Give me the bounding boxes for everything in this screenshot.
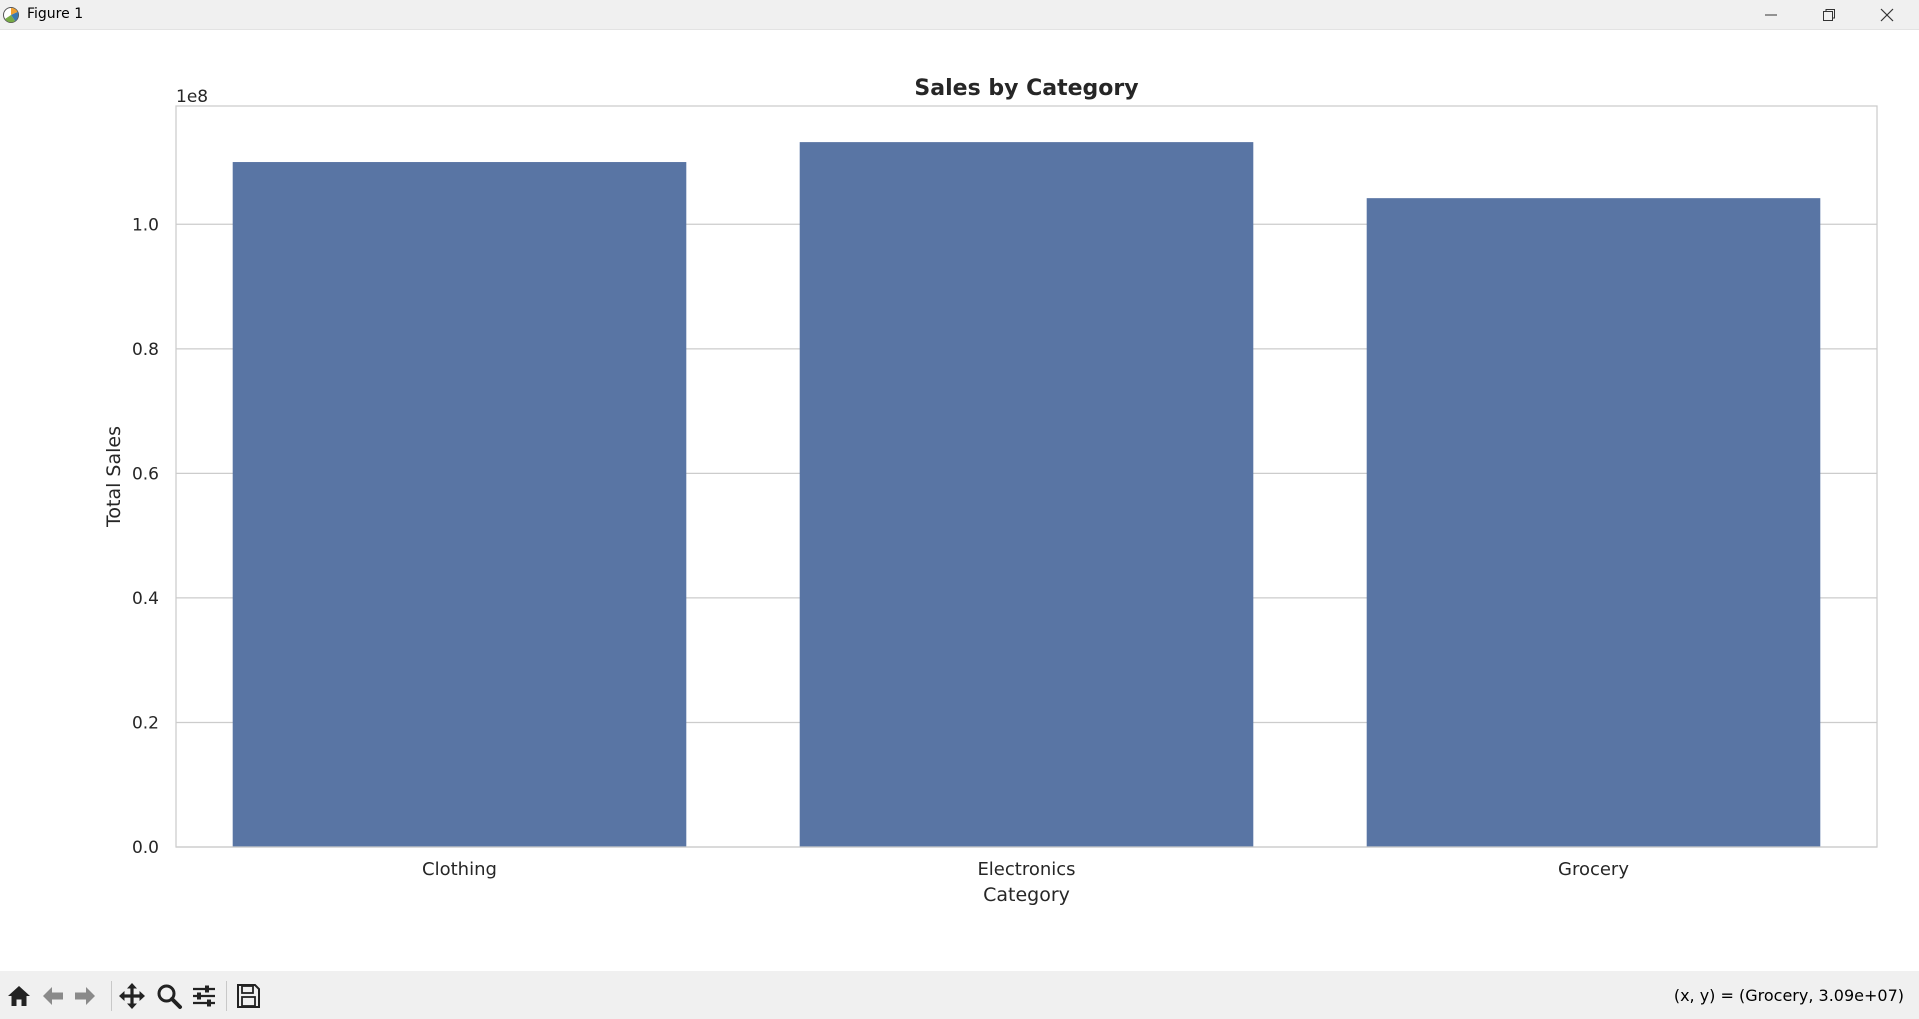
- back-button[interactable]: [36, 979, 70, 1013]
- forward-button[interactable]: [68, 979, 102, 1013]
- y-axis-label: Total Sales: [103, 426, 125, 528]
- close-button[interactable]: [1858, 0, 1916, 29]
- bar-electronics: [799, 142, 1254, 847]
- figure-canvas[interactable]: 0.0 0.2 0.4 0.6 0.8 1.0 Clothing Electronics Gr…: [0, 30, 1919, 971]
- x-tick-label: Grocery: [1558, 859, 1629, 880]
- configure-icon: [193, 985, 215, 1007]
- y-tick-label: 0.2: [132, 713, 159, 733]
- configure-subplots-button[interactable]: [187, 979, 221, 1013]
- home-button[interactable]: [2, 979, 36, 1013]
- y-tick-label: 0.8: [132, 340, 159, 360]
- back-arrow-icon: [43, 987, 63, 1005]
- zoom-icon: [157, 984, 182, 1009]
- minimize-button[interactable]: [1742, 0, 1800, 29]
- y-axis-offset-label: 1e8: [176, 87, 208, 107]
- bars: [232, 142, 1821, 848]
- home-icon: [8, 986, 30, 1006]
- x-tick-labels: Clothing Electronics Grocery: [422, 859, 1629, 880]
- window-titlebar: Figure 1: [0, 0, 1919, 30]
- bar-grocery: [1366, 198, 1821, 848]
- x-tick-label: Electronics: [977, 859, 1075, 880]
- zoom-button[interactable]: [152, 979, 186, 1013]
- bar-clothing: [232, 162, 687, 848]
- y-tick-label: 1.0: [132, 215, 159, 235]
- matplotlib-icon: [3, 7, 19, 23]
- minimize-icon: [1765, 14, 1777, 15]
- pan-icon: [119, 983, 145, 1009]
- pan-button[interactable]: [115, 979, 149, 1013]
- save-button[interactable]: [231, 979, 265, 1013]
- cursor-coordinates: (x, y) = (Grocery, 3.09e+07): [1673, 986, 1904, 1005]
- y-tick-label: 0.6: [132, 464, 159, 484]
- navigation-toolbar: (x, y) = (Grocery, 3.09e+07): [0, 971, 1919, 1019]
- restore-button[interactable]: [1800, 0, 1858, 29]
- axes-frame: [175, 105, 1878, 848]
- toolbar-separator: [111, 981, 112, 1011]
- window-title: Figure 1: [27, 6, 84, 22]
- close-icon: [1880, 8, 1894, 21]
- y-tick-label: 0.0: [132, 838, 159, 858]
- save-icon: [237, 984, 260, 1008]
- restore-icon: [1823, 8, 1835, 21]
- x-tick-label: Clothing: [422, 859, 497, 880]
- chart-title: Sales by Category: [914, 76, 1138, 101]
- y-tick-label: 0.4: [132, 589, 159, 609]
- y-tick-labels: 0.0 0.2 0.4 0.6 0.8 1.0: [132, 215, 159, 858]
- bar-chart: 0.0 0.2 0.4 0.6 0.8 1.0 Clothing Electronics Gr…: [103, 76, 1878, 906]
- toolbar-separator: [226, 981, 227, 1011]
- forward-arrow-icon: [75, 987, 95, 1005]
- x-axis-label: Category: [983, 884, 1070, 906]
